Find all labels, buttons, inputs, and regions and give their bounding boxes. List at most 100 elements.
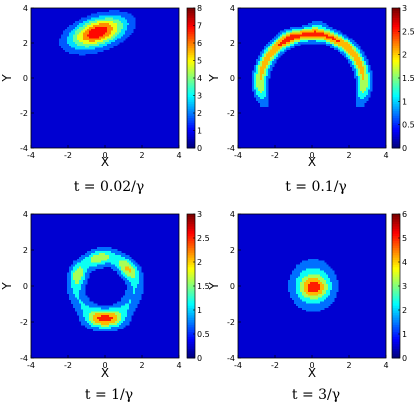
- colorbar-swatch: [392, 223, 400, 227]
- heatmap-cell: [125, 319, 128, 322]
- heatmap-cell: [125, 278, 128, 281]
- heatmap-cell: [123, 17, 126, 20]
- heatmap-cell: [91, 28, 94, 32]
- colorbar-swatch: [187, 68, 195, 72]
- heatmap-cell: [254, 87, 257, 90]
- heatmap-cell: [318, 28, 321, 32]
- heatmap-cell: [85, 282, 88, 285]
- heatmap-cell: [326, 42, 329, 45]
- heatmap-cell: [318, 268, 321, 271]
- heatmap-cell: [69, 32, 72, 35]
- colorbar-swatch: [187, 254, 195, 258]
- heatmap-cell: [83, 284, 86, 287]
- heatmap-cell: [368, 76, 371, 79]
- heatmap-cell: [129, 272, 132, 275]
- heatmap-cell: [127, 276, 130, 279]
- heatmap-cell: [274, 57, 277, 60]
- colorbar-swatch: [392, 334, 400, 337]
- heatmap-cell: [320, 28, 323, 32]
- heatmap-cell: [360, 76, 363, 79]
- heatmap-cell: [292, 293, 295, 297]
- heatmap-cell: [113, 326, 116, 330]
- heatmap-cell: [129, 289, 132, 293]
- heatmap-cell: [358, 66, 361, 69]
- heatmap-cell: [75, 264, 78, 267]
- heatmap-cell: [332, 274, 335, 277]
- heatmap-cell: [290, 45, 293, 49]
- heatmap-cell: [368, 70, 371, 73]
- heatmap-cell: [131, 291, 134, 295]
- heatmap-cell: [296, 274, 299, 277]
- heatmap-cell: [93, 15, 96, 18]
- heatmap-cell: [288, 40, 291, 43]
- heatmap-cell: [121, 301, 124, 304]
- heatmap-cell: [328, 303, 331, 306]
- heatmap-cell: [125, 270, 128, 273]
- heatmap-cell: [308, 284, 311, 287]
- heatmap-cell: [75, 30, 78, 33]
- heatmap-cell: [320, 305, 323, 308]
- colorbar-tick-label: 2: [402, 306, 407, 315]
- colorbar-tick-label: 3: [197, 92, 202, 101]
- heatmap-cell: [79, 38, 82, 41]
- heatmap-cell: [109, 43, 112, 47]
- heatmap-cell: [312, 303, 315, 306]
- colorbar-swatch: [392, 110, 400, 114]
- heatmap-cell: [266, 85, 269, 88]
- heatmap-cell: [79, 280, 82, 283]
- heatmap-cell: [346, 38, 349, 41]
- heatmap-cell: [260, 55, 263, 58]
- heatmap-cell: [292, 45, 295, 49]
- heatmap-cell: [91, 303, 94, 306]
- heatmap-cell: [133, 289, 136, 293]
- heatmap-cell: [89, 28, 92, 32]
- heatmap-cell: [328, 26, 331, 30]
- heatmap-cell: [119, 30, 122, 33]
- colorbar-swatch: [392, 43, 400, 46]
- colorbar-swatch: [187, 59, 195, 63]
- heatmap-cell: [105, 319, 108, 322]
- heatmap-cell: [264, 68, 267, 71]
- heatmap-cell: [83, 307, 86, 310]
- heatmap-cell: [312, 289, 315, 293]
- heatmap-cell: [113, 26, 116, 30]
- heatmap-cell: [362, 68, 365, 71]
- colorbar-swatch: [187, 87, 195, 91]
- heatmap-cell: [67, 34, 70, 37]
- heatmap-cell: [95, 49, 98, 52]
- heatmap-cell: [266, 60, 269, 64]
- heatmap-cell: [354, 60, 357, 64]
- heatmap-cell: [85, 260, 88, 264]
- heatmap-cell: [81, 315, 84, 318]
- heatmap-cell: [79, 262, 82, 265]
- heatmap-cell: [121, 276, 124, 279]
- heatmap-cell: [139, 284, 142, 287]
- heatmap-cell: [360, 55, 363, 58]
- heatmap-cell: [137, 301, 140, 304]
- heatmap-cell: [81, 49, 84, 52]
- heatmap-cell: [99, 262, 102, 265]
- heatmap-cell: [298, 43, 301, 47]
- heatmap-cell: [258, 85, 261, 88]
- heatmap-cell: [89, 40, 92, 43]
- heatmap-cell: [125, 303, 128, 306]
- heatmap-cell: [83, 289, 86, 293]
- colorbar-swatch: [187, 127, 195, 130]
- heatmap-cell: [298, 295, 301, 299]
- heatmap-cell: [362, 91, 365, 94]
- heatmap-cell: [79, 274, 82, 277]
- heatmap-cell: [296, 34, 299, 37]
- heatmap-cell: [125, 36, 128, 39]
- heatmap-cell: [97, 36, 100, 39]
- heatmap-cell: [131, 303, 134, 306]
- heatmap-cell: [75, 309, 78, 312]
- heatmap-cell: [109, 260, 112, 264]
- heatmap-cell: [107, 326, 110, 330]
- heatmap-cell: [312, 295, 315, 299]
- heatmap-cell: [89, 303, 92, 306]
- heatmap-cell: [115, 324, 118, 328]
- heatmap-cell: [290, 282, 293, 285]
- heatmap-cell: [111, 305, 114, 308]
- heatmap-cell: [137, 276, 140, 279]
